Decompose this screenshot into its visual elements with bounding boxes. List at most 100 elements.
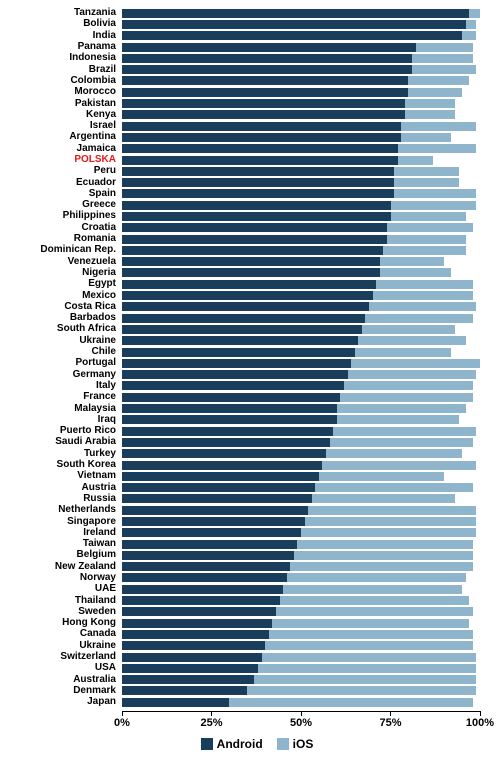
ios-segment bbox=[262, 653, 477, 662]
bar-row: Morocco bbox=[0, 87, 500, 97]
country-label: Brazil bbox=[0, 65, 122, 75]
android-segment bbox=[122, 257, 380, 266]
bar bbox=[122, 144, 480, 153]
bar-row: Sweden bbox=[0, 607, 500, 617]
bar bbox=[122, 201, 480, 210]
ios-segment bbox=[369, 302, 476, 311]
country-label: Ireland bbox=[0, 528, 122, 538]
android-segment bbox=[122, 348, 355, 357]
bar-row: Switzerland bbox=[0, 652, 500, 662]
ios-segment bbox=[319, 472, 444, 481]
ios-segment bbox=[394, 178, 458, 187]
bar bbox=[122, 630, 480, 639]
bar-row: Denmark bbox=[0, 686, 500, 696]
android-segment bbox=[122, 144, 398, 153]
bar-row: Australia bbox=[0, 675, 500, 685]
android-segment bbox=[122, 110, 405, 119]
bar-row: Philippines bbox=[0, 211, 500, 221]
ios-segment bbox=[305, 517, 477, 526]
bar-row: Mexico bbox=[0, 290, 500, 300]
country-label: UAE bbox=[0, 584, 122, 594]
country-label: Colombia bbox=[0, 76, 122, 86]
bar bbox=[122, 268, 480, 277]
x-tick-mark bbox=[390, 711, 391, 716]
country-label: Pakistan bbox=[0, 99, 122, 109]
android-segment bbox=[122, 314, 365, 323]
bar bbox=[122, 20, 480, 29]
bar-row: Iraq bbox=[0, 415, 500, 425]
bar-row: Japan bbox=[0, 697, 500, 707]
android-segment bbox=[122, 280, 376, 289]
bar bbox=[122, 438, 480, 447]
bar-row: France bbox=[0, 392, 500, 402]
android-segment bbox=[122, 291, 373, 300]
country-label: Malaysia bbox=[0, 404, 122, 414]
country-label: USA bbox=[0, 663, 122, 673]
android-segment bbox=[122, 483, 315, 492]
bar-row: USA bbox=[0, 663, 500, 673]
country-label: Singapore bbox=[0, 517, 122, 527]
bar bbox=[122, 257, 480, 266]
ios-segment bbox=[355, 348, 452, 357]
bar bbox=[122, 370, 480, 379]
bar bbox=[122, 88, 480, 97]
android-segment bbox=[122, 619, 272, 628]
country-label: Denmark bbox=[0, 686, 122, 696]
ios-segment bbox=[408, 76, 469, 85]
ios-segment bbox=[272, 619, 469, 628]
ios-segment bbox=[254, 675, 476, 684]
country-label: South Africa bbox=[0, 324, 122, 334]
android-segment bbox=[122, 122, 401, 131]
country-label: Philippines bbox=[0, 211, 122, 221]
bar bbox=[122, 415, 480, 424]
country-label: India bbox=[0, 31, 122, 41]
bar bbox=[122, 167, 480, 176]
android-segment bbox=[122, 268, 380, 277]
android-segment bbox=[122, 43, 416, 52]
country-label: Iraq bbox=[0, 415, 122, 425]
bar bbox=[122, 686, 480, 695]
bar bbox=[122, 472, 480, 481]
bar bbox=[122, 9, 480, 18]
android-segment bbox=[122, 9, 469, 18]
ios-segment bbox=[380, 257, 444, 266]
ios-segment bbox=[287, 573, 466, 582]
bar bbox=[122, 348, 480, 357]
ios-segment bbox=[283, 585, 462, 594]
country-label: Chile bbox=[0, 347, 122, 357]
ios-segment bbox=[405, 99, 455, 108]
country-label: New Zealand bbox=[0, 562, 122, 572]
legend-swatch bbox=[277, 738, 289, 750]
ios-segment bbox=[301, 528, 476, 537]
bar-row: Turkey bbox=[0, 449, 500, 459]
bar-row: Singapore bbox=[0, 516, 500, 526]
ios-segment bbox=[333, 427, 476, 436]
android-segment bbox=[122, 675, 254, 684]
ios-segment bbox=[469, 9, 480, 18]
ios-segment bbox=[294, 551, 473, 560]
bar bbox=[122, 461, 480, 470]
legend: AndroidiOS bbox=[0, 737, 500, 751]
android-segment bbox=[122, 427, 333, 436]
bar bbox=[122, 76, 480, 85]
ios-segment bbox=[297, 540, 472, 549]
bar bbox=[122, 302, 480, 311]
ios-segment bbox=[330, 438, 473, 447]
bar bbox=[122, 427, 480, 436]
bar bbox=[122, 483, 480, 492]
bar bbox=[122, 698, 480, 707]
bar bbox=[122, 675, 480, 684]
bar-row: Panama bbox=[0, 42, 500, 52]
android-segment bbox=[122, 517, 305, 526]
country-label: Egypt bbox=[0, 279, 122, 289]
ios-segment bbox=[391, 212, 466, 221]
bar-row: Barbados bbox=[0, 313, 500, 323]
bar-row: Norway bbox=[0, 573, 500, 583]
ios-segment bbox=[276, 607, 473, 616]
ios-segment bbox=[229, 698, 472, 707]
country-label: Barbados bbox=[0, 313, 122, 323]
android-segment bbox=[122, 99, 405, 108]
bar bbox=[122, 314, 480, 323]
country-label: Netherlands bbox=[0, 505, 122, 515]
android-segment bbox=[122, 607, 276, 616]
